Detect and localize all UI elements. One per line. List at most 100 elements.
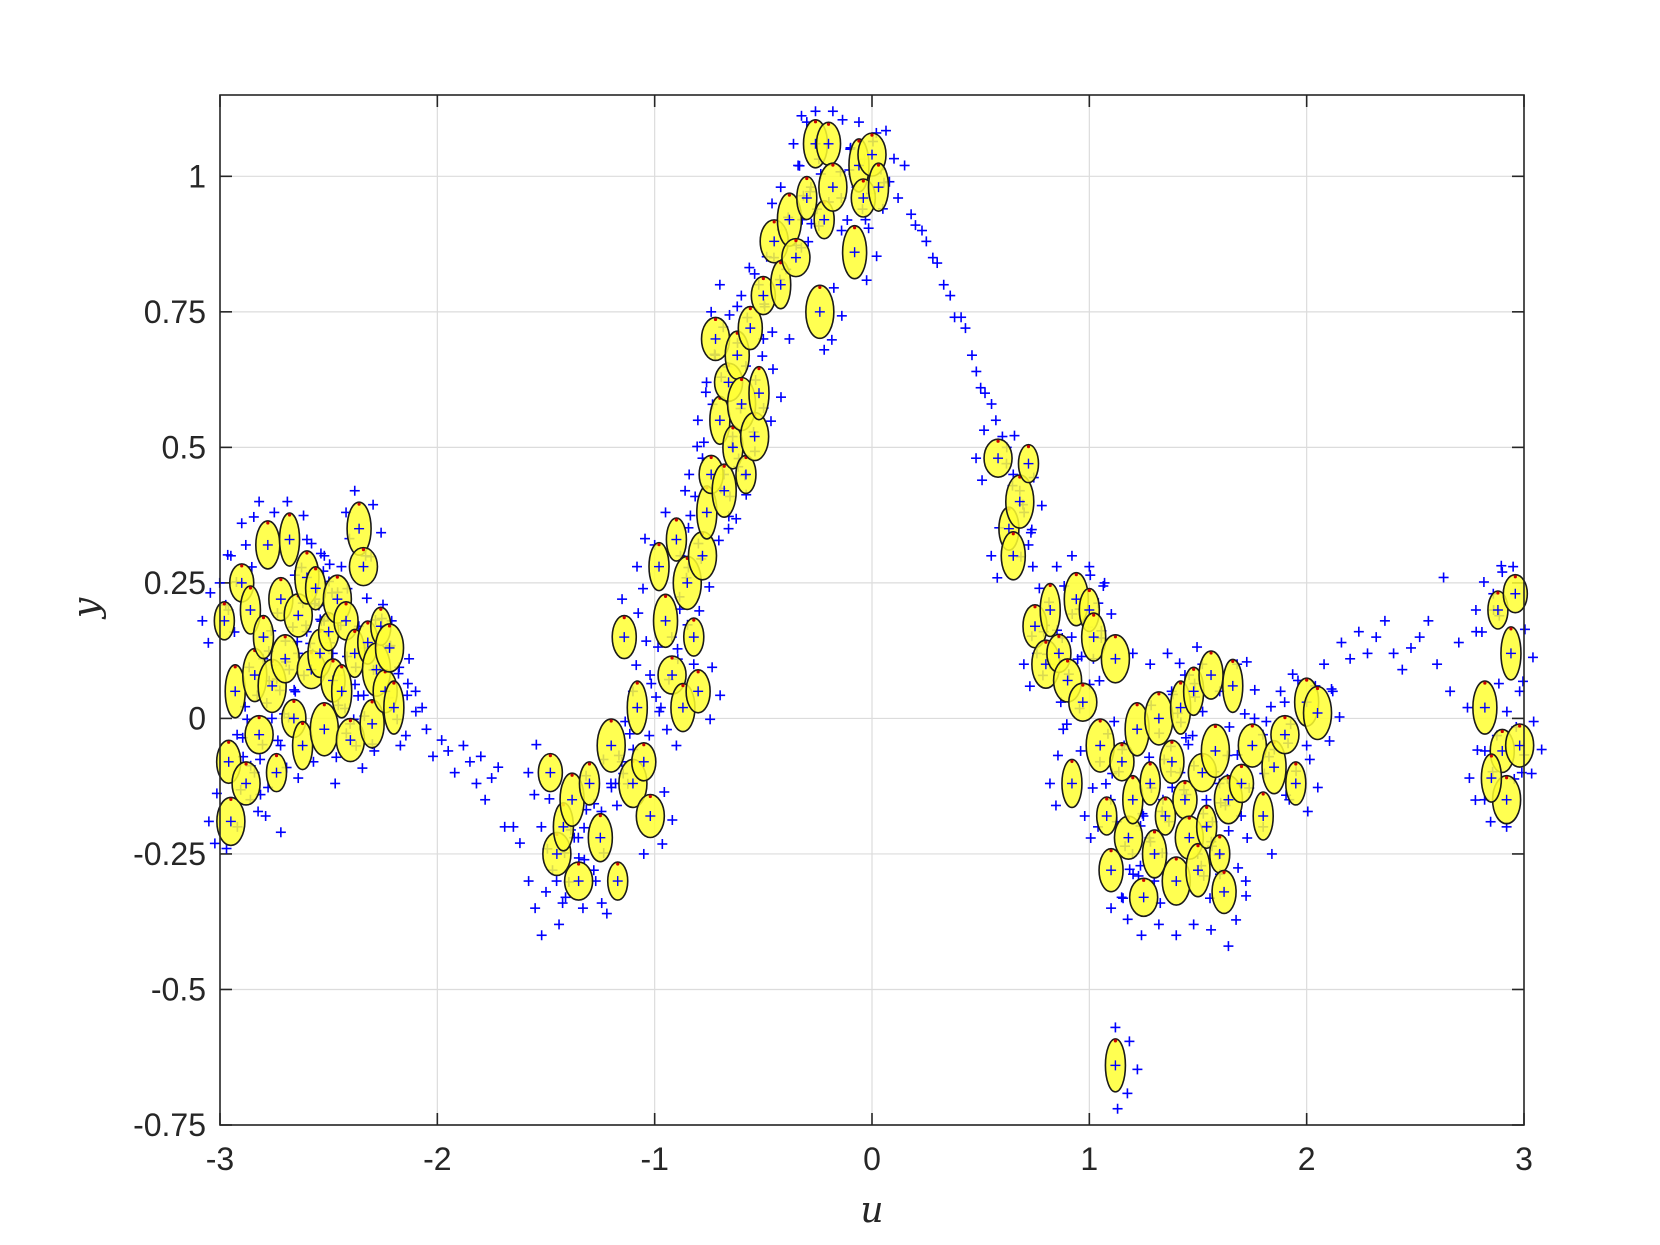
plus-point bbox=[255, 754, 266, 765]
ellipse-center bbox=[858, 193, 869, 203]
ellipse-center bbox=[1145, 778, 1156, 789]
ellipse-center bbox=[388, 702, 399, 713]
plus-point bbox=[1470, 795, 1481, 806]
plus-point bbox=[837, 114, 848, 125]
plus-point bbox=[979, 425, 990, 436]
ellipse-center bbox=[606, 740, 617, 751]
plus-point bbox=[395, 740, 406, 751]
plus-point bbox=[601, 908, 612, 919]
ellipse-center bbox=[584, 778, 595, 789]
plus-point bbox=[638, 583, 649, 594]
plus-point bbox=[1180, 732, 1191, 743]
ellipse-tip bbox=[635, 681, 639, 685]
plus-point bbox=[209, 838, 220, 849]
ellipse-center bbox=[1214, 848, 1225, 859]
ellipse-tip bbox=[1196, 844, 1200, 848]
plus-point bbox=[1153, 919, 1164, 930]
ellipse-tip bbox=[853, 226, 857, 230]
ellipse-tip bbox=[772, 220, 776, 224]
plus-point bbox=[749, 268, 760, 279]
plus-point bbox=[410, 706, 421, 717]
plus-point bbox=[645, 670, 656, 681]
ellipse-tip bbox=[1179, 681, 1183, 685]
ellipse-points bbox=[213, 118, 1535, 1093]
plus-point bbox=[1100, 778, 1111, 789]
plus-point bbox=[427, 751, 438, 762]
plus-point bbox=[464, 756, 475, 767]
ellipse-center bbox=[1510, 588, 1521, 599]
plus-point bbox=[705, 714, 716, 725]
ellipse-tip bbox=[1113, 1039, 1118, 1043]
plus-point bbox=[1145, 659, 1156, 670]
plus-point bbox=[731, 513, 742, 524]
ellipse-tip bbox=[1048, 583, 1052, 588]
plus-point bbox=[1087, 783, 1098, 793]
plus-point bbox=[1018, 659, 1029, 670]
plus-point bbox=[1336, 637, 1347, 648]
plus-point bbox=[1527, 652, 1538, 663]
ellipse-tip bbox=[300, 721, 305, 726]
ellipse-center bbox=[262, 539, 273, 550]
ellipse-tip bbox=[1033, 605, 1037, 609]
ellipse-center bbox=[219, 615, 230, 626]
plus-point bbox=[977, 475, 988, 486]
plus-point bbox=[1051, 561, 1062, 572]
ellipse-center bbox=[1184, 832, 1195, 843]
plus-point bbox=[508, 821, 519, 832]
ellipse-center bbox=[993, 453, 1004, 464]
plus-point bbox=[1275, 686, 1286, 697]
ellipse-tip bbox=[696, 670, 700, 674]
plus-point bbox=[1183, 739, 1194, 750]
ellipse-tip bbox=[1157, 692, 1161, 696]
plus-point bbox=[1405, 642, 1416, 653]
ellipse-tip bbox=[1500, 729, 1504, 734]
ellipse-center bbox=[1279, 729, 1290, 740]
plus-point bbox=[1058, 724, 1069, 735]
ellipse-tip bbox=[831, 163, 835, 167]
plus-point bbox=[986, 399, 997, 409]
plus-point bbox=[471, 778, 482, 789]
ellipse-tip bbox=[1148, 762, 1152, 766]
x-axis-label: u bbox=[860, 1190, 883, 1231]
ellipse-center bbox=[1071, 594, 1082, 605]
plus-point bbox=[269, 507, 280, 518]
ellipse-tip bbox=[1209, 651, 1213, 655]
plus-point bbox=[1472, 745, 1483, 756]
plus-point bbox=[1171, 930, 1182, 941]
plus-point bbox=[1098, 581, 1109, 591]
plus-point bbox=[1026, 524, 1037, 535]
ellipse-tip bbox=[348, 719, 352, 723]
ellipse-center bbox=[671, 534, 682, 545]
ellipse-tip bbox=[1222, 870, 1226, 874]
y-tick-label: 1 bbox=[188, 158, 206, 194]
plus-point bbox=[836, 225, 847, 236]
plus-point bbox=[1079, 811, 1090, 821]
plus-point bbox=[704, 581, 715, 592]
plus-point bbox=[861, 275, 872, 286]
y-tick-label: 0.25 bbox=[144, 565, 206, 601]
ellipse-tip bbox=[287, 513, 292, 517]
ellipse-center bbox=[558, 821, 569, 832]
ellipse-center bbox=[1077, 697, 1088, 708]
ellipse-center bbox=[775, 279, 786, 290]
plus-point bbox=[653, 642, 664, 653]
ellipse-center bbox=[638, 756, 649, 767]
plus-point bbox=[298, 510, 309, 521]
ellipse-tip bbox=[709, 455, 713, 460]
plus-point bbox=[1261, 716, 1272, 727]
ellipse-center bbox=[354, 523, 365, 534]
plus-point bbox=[1508, 561, 1519, 572]
plus-point bbox=[765, 416, 776, 427]
ellipse-center bbox=[1088, 632, 1099, 643]
plus-point bbox=[197, 615, 208, 626]
plus-point bbox=[611, 800, 622, 811]
plus-point bbox=[775, 182, 786, 193]
ellipse-center bbox=[1123, 832, 1134, 843]
ellipse-center bbox=[1110, 1060, 1121, 1071]
plus-point bbox=[659, 787, 670, 797]
plus-point bbox=[1266, 848, 1277, 859]
ellipse-center bbox=[714, 415, 725, 426]
ellipse-tip bbox=[274, 754, 279, 758]
plus-point bbox=[757, 351, 768, 362]
